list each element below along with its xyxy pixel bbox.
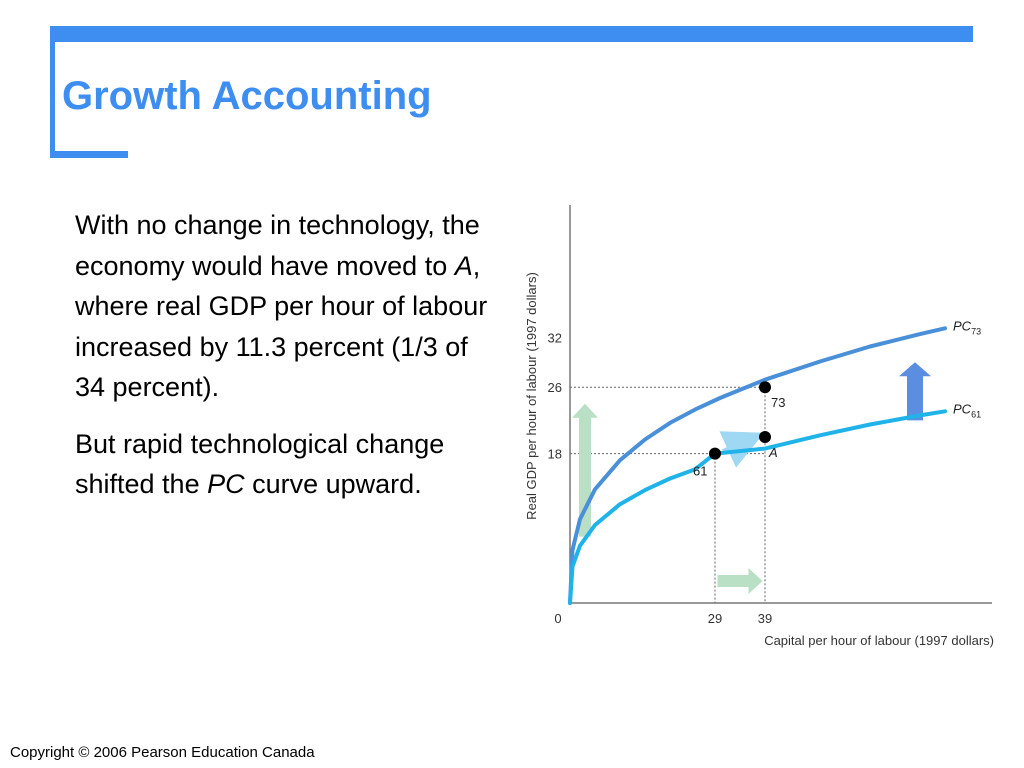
paragraph-1: With no change in technology, the econom… <box>75 205 495 408</box>
origin-label: 0 <box>554 611 561 626</box>
point-A <box>759 431 771 443</box>
slide-title: Growth Accounting <box>62 74 432 118</box>
point-label-73: 73 <box>771 395 785 410</box>
title-left-bar <box>50 26 55 158</box>
point-73 <box>759 381 771 394</box>
x-tick-39: 39 <box>758 611 772 626</box>
y-tick-32: 32 <box>548 330 562 345</box>
curve-label-subscript-61: 61 <box>971 409 981 419</box>
y-tick-18: 18 <box>548 447 562 462</box>
point-label-A: A <box>768 445 778 460</box>
para1-em: A <box>454 250 473 281</box>
title-top-bar <box>50 26 973 42</box>
paragraph-2: But rapid technological change shifted t… <box>75 424 495 505</box>
x-tick-29: 29 <box>708 611 722 626</box>
curve-pc73 <box>568 326 947 605</box>
para2-text-b: curve upward. <box>244 469 422 499</box>
curve-label-pc61: PC61 <box>953 401 981 419</box>
body-text: With no change in technology, the econom… <box>75 205 495 521</box>
point-61 <box>709 447 721 460</box>
x-shift-arrow <box>717 568 763 594</box>
curve-label-pc73: PC73 <box>953 318 981 336</box>
y-tick-26: 26 <box>548 380 562 395</box>
para1-text-b: , where real GDP per hour of labour incr… <box>75 250 488 403</box>
point-label-61: 61 <box>693 464 707 479</box>
y-shift-arrow <box>572 403 598 537</box>
title-bottom-bar <box>50 151 128 158</box>
curve-label-subscript-73: 73 <box>971 326 981 336</box>
copyright-text: Copyright © 2006 Pearson Education Canad… <box>10 744 315 761</box>
curve-pc61 <box>568 409 947 605</box>
para2-em: PC <box>207 469 245 499</box>
para2-text-a: But rapid technological change shifted t… <box>75 428 445 500</box>
x-axis-title: Capital per hour of labour (1997 dollars… <box>764 633 994 648</box>
para1-text-a: With no change in technology, the econom… <box>75 210 480 281</box>
pc-shift-arrow <box>899 362 931 421</box>
y-axis-title: Real GDP per hour of labour (1997 dollar… <box>524 272 539 520</box>
move-to-a-arrow <box>719 431 765 468</box>
